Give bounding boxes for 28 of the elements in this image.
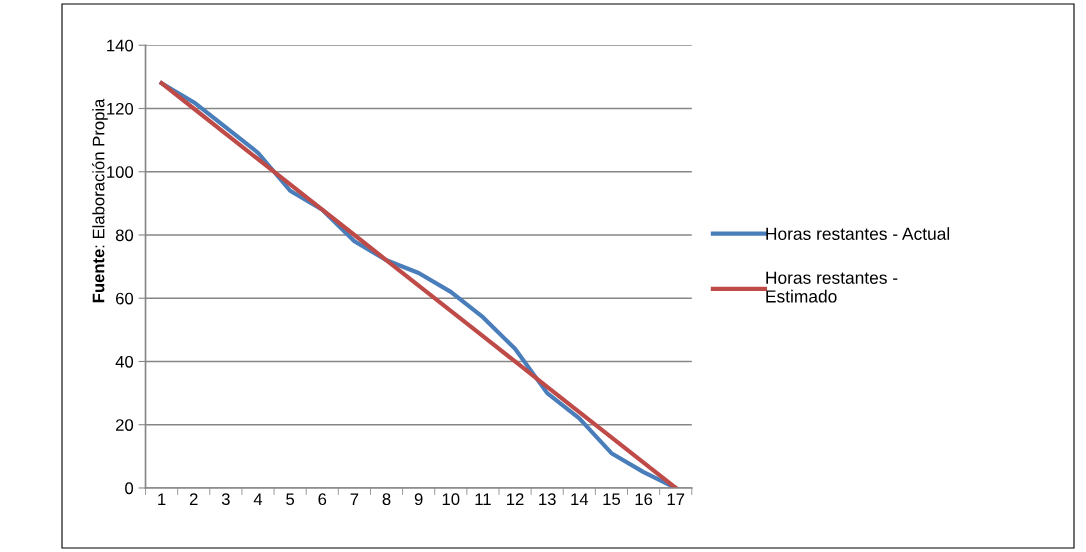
x-tick-label: 15 [603, 493, 621, 506]
x-tick-label: 7 [350, 493, 359, 505]
x-tick-label: 12 [507, 493, 524, 505]
x-tick-label: 16 [635, 493, 653, 506]
y-tick-label: 120 [107, 102, 134, 115]
y-tick-label: 0 [125, 482, 134, 495]
x-tick-label: 14 [571, 493, 589, 505]
source-note: Fuente: Elaboración Propia [92, 98, 108, 303]
x-tick-label: 8 [382, 493, 391, 506]
x-tick-label: 10 [442, 493, 460, 506]
y-tick-label: 40 [115, 355, 134, 368]
y-tick-label: 60 [116, 292, 134, 305]
x-tick-label: 6 [318, 493, 327, 506]
legend-label: Horas restantes - Actual [766, 227, 950, 240]
x-tick-label: 11 [475, 493, 491, 505]
x-tick-label: 5 [286, 493, 295, 506]
y-tick-label: 100 [107, 166, 134, 178]
legend-label: Horas restantes - Estimado [766, 271, 898, 303]
y-tick-label: 140 [107, 39, 134, 52]
y-tick-label: 20 [116, 419, 134, 431]
x-tick-label: 1 [158, 493, 166, 505]
y-tick-label: 80 [115, 229, 134, 242]
x-tick-label: 9 [414, 493, 423, 506]
x-tick-label: 13 [539, 493, 556, 506]
x-tick-label: 2 [189, 493, 198, 505]
x-tick-label: 3 [221, 493, 230, 506]
x-tick-label: 17 [667, 493, 685, 505]
x-tick-label: 4 [253, 493, 263, 505]
